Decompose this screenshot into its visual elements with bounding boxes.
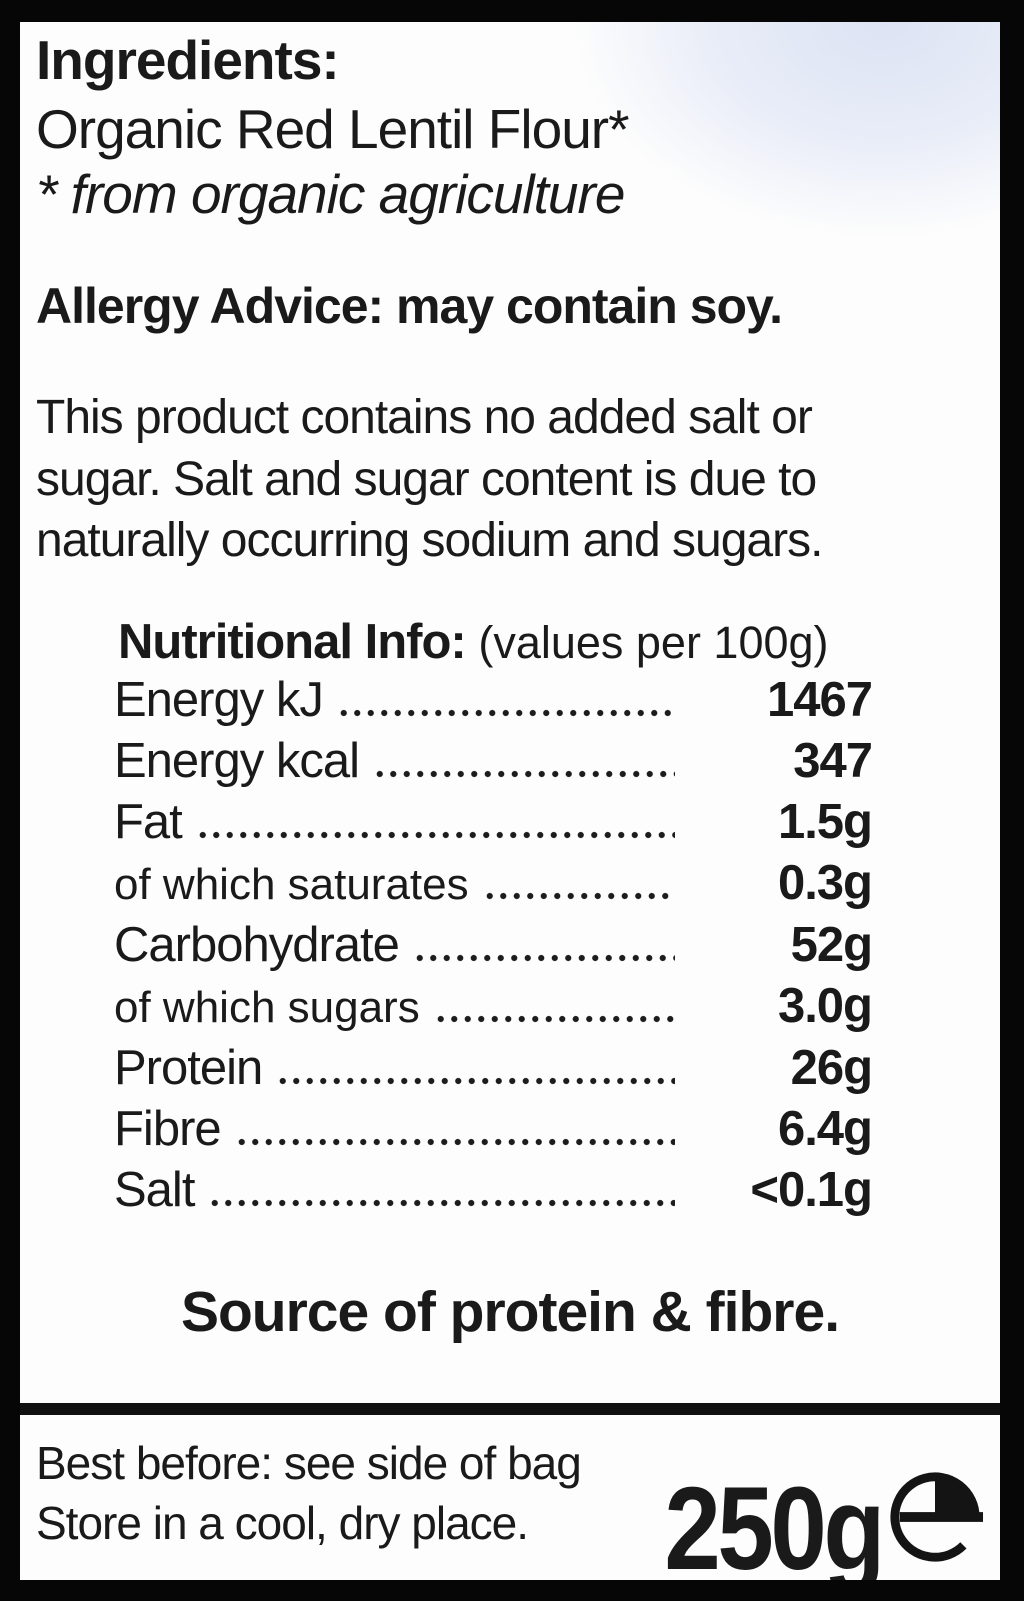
nutrient-label: Fat <box>114 794 183 849</box>
divider-rule <box>20 1402 1000 1415</box>
footer: Best before: see side of bag Store in a … <box>36 1433 984 1580</box>
nutrient-label: of which saturates <box>114 859 469 909</box>
nutrient-value: 3.0g <box>777 978 873 1033</box>
table-row: Energy kJ 1467 <box>114 670 873 731</box>
product-description: This product contains no added salt or s… <box>36 387 984 571</box>
dot-leader <box>208 1196 675 1209</box>
nutrition-heading: Nutritional Info: (values per 100g) <box>118 614 872 670</box>
dot-leader <box>276 1074 675 1087</box>
nutrient-label: of which sugars <box>114 982 420 1032</box>
best-before-text: Best before: see side of bag <box>36 1436 582 1489</box>
description-line: sugar. Salt and sugar content is due to <box>36 452 817 506</box>
net-weight: 250g <box>664 1463 885 1580</box>
estimated-sign-icon <box>886 1468 984 1566</box>
nutrient-value: 1.5g <box>777 794 873 849</box>
dot-leader <box>373 767 675 780</box>
table-row: Carbohydrate 52g <box>114 915 873 976</box>
ingredient-product: Organic Red Lentil Flour* <box>36 97 630 160</box>
net-weight-group: 250g <box>629 1468 984 1580</box>
dot-leader <box>234 1135 675 1148</box>
table-row: Protein 26g <box>114 1038 873 1099</box>
nutrient-value: 0.3g <box>777 855 873 910</box>
table-row: Energy kcal 347 <box>114 731 873 792</box>
table-row: Fat 1.5g <box>114 792 873 853</box>
storage-info: Best before: see side of bag Store in a … <box>36 1433 582 1554</box>
ingredients-heading: Ingredients: <box>36 29 340 91</box>
allergy-advice: Allergy Advice: may contain soy. <box>36 278 783 335</box>
nutrition-heading-note: (values per 100g) <box>478 616 829 668</box>
organic-origin-note: * from organic agriculture <box>36 163 625 226</box>
nutrient-label: Carbohydrate <box>114 917 400 972</box>
package-label: Ingredients: Organic Red Lentil Flour* *… <box>20 22 1000 1580</box>
nutrition-table: Nutritional Info: (values per 100g) Ener… <box>114 614 984 1221</box>
nutrient-label: Energy kJ <box>114 672 324 727</box>
description-line: naturally occurring sodium and sugars. <box>36 514 823 568</box>
description-line: This product contains no added salt or <box>36 391 813 445</box>
dot-leader <box>336 706 675 719</box>
nutrient-value: 347 <box>793 733 873 788</box>
nutrient-label: Salt <box>114 1162 195 1217</box>
nutrient-label: Fibre <box>114 1101 222 1156</box>
source-claim: Source of protein & fibre. <box>180 1279 840 1344</box>
storage-text: Store in a cool, dry place. <box>36 1497 529 1550</box>
table-row: of which sugars 3.0g <box>114 976 873 1038</box>
nutrient-value: 52g <box>790 917 873 972</box>
nutrient-value: <0.1g <box>750 1162 873 1217</box>
table-row: of which saturates 0.3g <box>114 853 873 915</box>
nutrient-label: Protein <box>114 1040 263 1095</box>
nutrition-heading-title: Nutritional Info: <box>118 614 467 669</box>
nutrient-label: Energy kcal <box>114 733 360 788</box>
table-row: Fibre 6.4g <box>114 1099 873 1160</box>
nutrient-value: 1467 <box>766 672 873 727</box>
dot-leader <box>482 889 675 902</box>
nutrient-value: 26g <box>790 1040 873 1095</box>
dot-leader <box>412 951 675 964</box>
dot-leader <box>433 1012 675 1025</box>
dot-leader <box>195 828 675 841</box>
table-row: Salt <0.1g <box>114 1160 873 1221</box>
nutrient-value: 6.4g <box>777 1101 873 1156</box>
